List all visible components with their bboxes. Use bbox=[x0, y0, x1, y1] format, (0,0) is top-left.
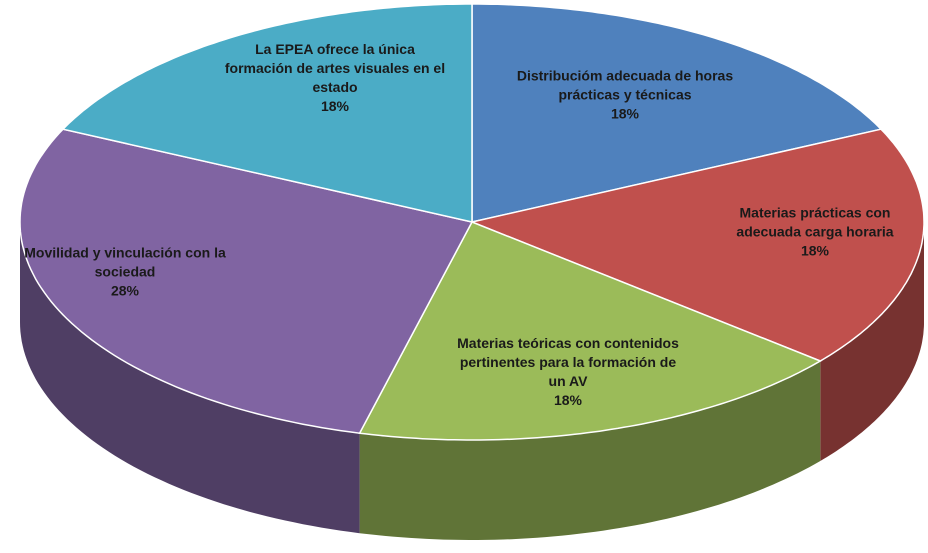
slice-category: Movilidad y vinculación con la sociedad bbox=[24, 244, 226, 280]
slice-value: 18% bbox=[800, 242, 830, 259]
slice-value: 18% bbox=[553, 392, 583, 408]
pie-side bbox=[820, 222, 924, 461]
pie-slice bbox=[61, 3, 473, 223]
pie-side bbox=[20, 222, 360, 534]
pie-slice bbox=[358, 221, 823, 441]
slice-category: La EPEA ofrece la única formación de art… bbox=[224, 41, 446, 95]
slice-label: Materias teóricas con contenidos pertine… bbox=[456, 334, 681, 410]
slice-label: Movilidad y vinculación con la sociedad 2… bbox=[18, 244, 233, 301]
slice-category: Materias teóricas con contenidos pertine… bbox=[457, 335, 679, 389]
pie-slice bbox=[469, 128, 925, 362]
slice-value: 18% bbox=[320, 98, 350, 114]
slice-category: Materias prácticas con adecuada carga ho… bbox=[736, 204, 894, 240]
slice-label: Distribucióm adecuada de horas prácticas… bbox=[510, 67, 740, 124]
pie-slice bbox=[19, 128, 474, 435]
pie-slice bbox=[471, 3, 883, 223]
slice-value: 28% bbox=[110, 282, 140, 299]
slice-label: Materias prácticas con adecuada carga ho… bbox=[715, 204, 915, 261]
slice-value: 18% bbox=[610, 105, 640, 122]
slice-label: La EPEA ofrece la única formación de art… bbox=[223, 40, 448, 116]
slice-category: Distribucióm adecuada de horas prácticas… bbox=[516, 67, 734, 103]
pie-side bbox=[359, 361, 821, 540]
